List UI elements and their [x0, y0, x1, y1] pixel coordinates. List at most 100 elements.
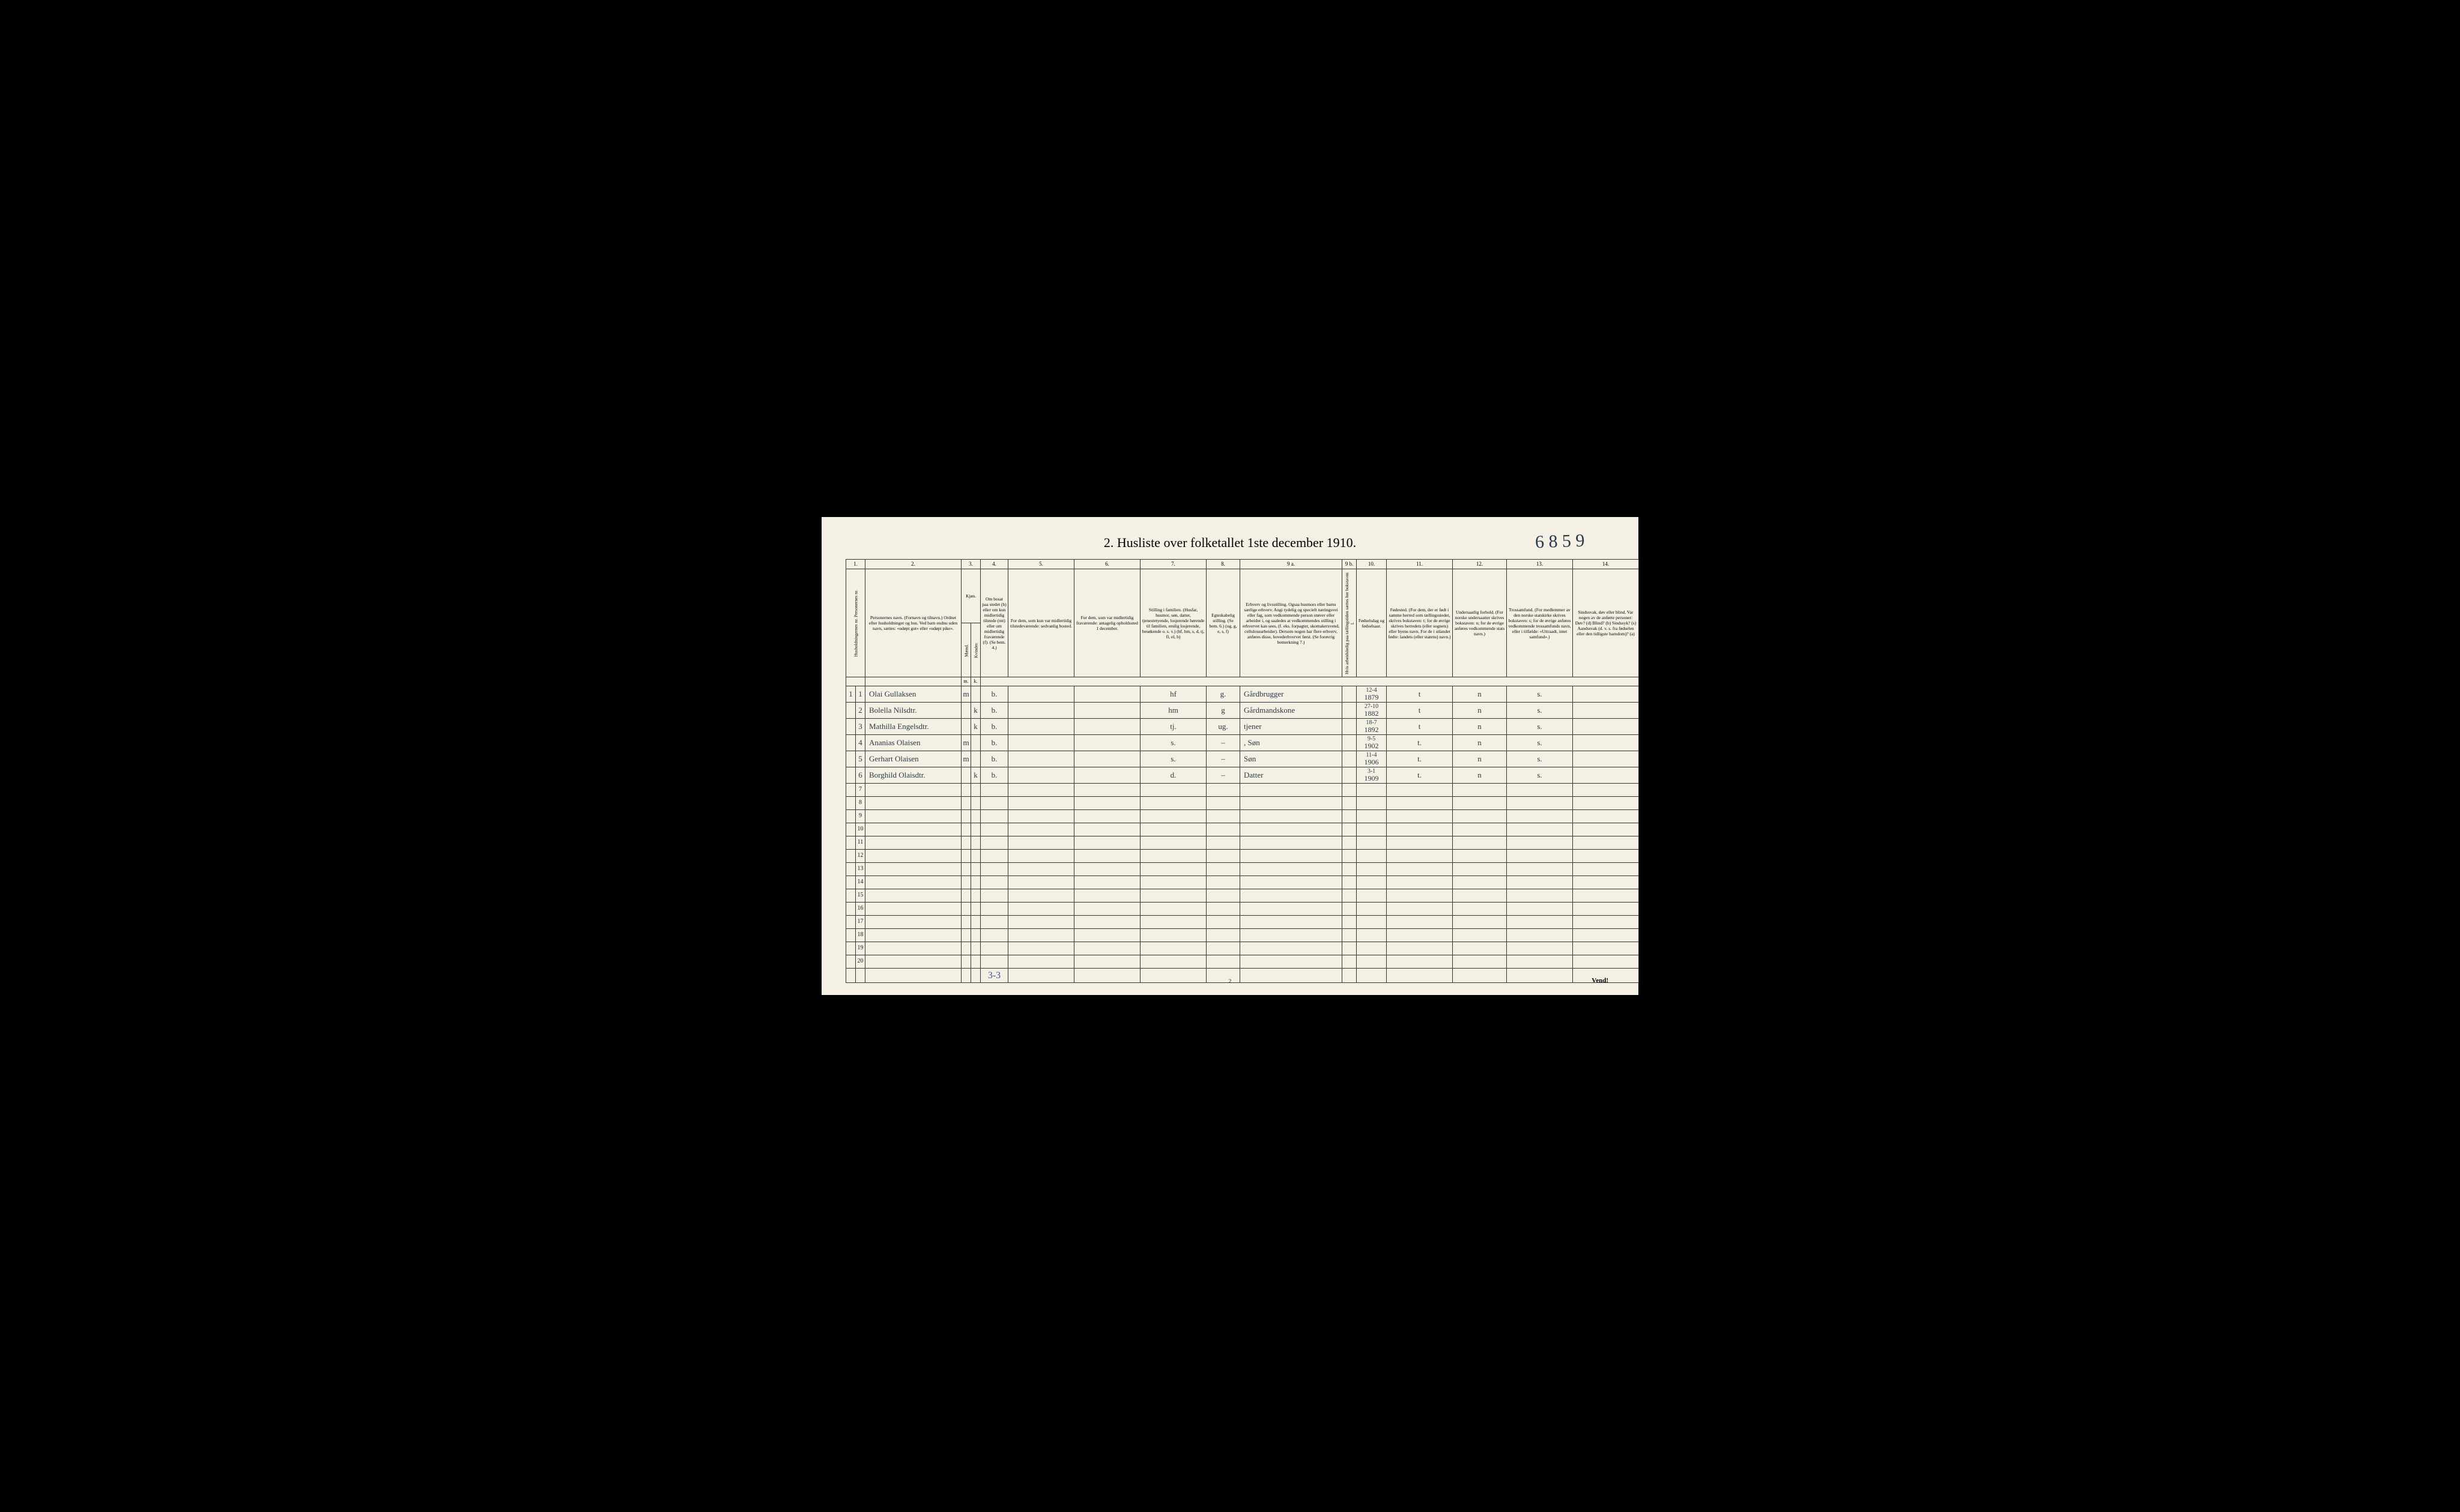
- cell-empty: [1141, 875, 1207, 889]
- footer-cell: [856, 968, 865, 982]
- colnum-4: 4.: [981, 560, 1008, 569]
- cell-empty: 8: [856, 796, 865, 809]
- cell-empty: [1573, 836, 1639, 849]
- colnum-10: 10.: [1357, 560, 1387, 569]
- table-row: 5Gerhart Olaisenmb.s.–Søn11-41906t.ns.: [846, 751, 1639, 767]
- blank: [981, 677, 1639, 686]
- cell-c9a: Datter: [1240, 767, 1342, 783]
- cell-empty: [1240, 889, 1342, 902]
- cell-p: 2: [856, 702, 865, 718]
- head-9a: Erhverv og livsstilling. Ogsaa husmors e…: [1240, 569, 1342, 677]
- cell-empty: [1074, 942, 1141, 955]
- footer-cell: [1240, 968, 1342, 982]
- cell-empty: [1342, 862, 1357, 875]
- cell-empty: [1357, 942, 1387, 955]
- printed-page-number: 2: [1229, 978, 1232, 984]
- cell-c13: s.: [1507, 718, 1573, 734]
- cell-k: [971, 751, 981, 767]
- cell-empty: [1453, 809, 1507, 823]
- cell-c5: [1008, 751, 1074, 767]
- cell-empty: [1207, 915, 1240, 928]
- cell-c14: [1573, 734, 1639, 751]
- colnum-3: 3.: [962, 560, 981, 569]
- cell-empty: [1207, 836, 1240, 849]
- cell-empty: [1141, 902, 1207, 915]
- colnum-9a: 9 a.: [1240, 560, 1342, 569]
- cell-empty: [1573, 902, 1639, 915]
- cell-empty: [865, 928, 962, 942]
- cell-empty: 19: [856, 942, 865, 955]
- cell-empty: [1453, 796, 1507, 809]
- cell-h: [846, 718, 856, 734]
- cell-empty: [962, 875, 971, 889]
- cell-empty: [1240, 862, 1342, 875]
- cell-empty: [1207, 823, 1240, 836]
- cell-empty: [1453, 955, 1507, 968]
- cell-empty: [971, 796, 981, 809]
- cell-empty: [1240, 942, 1342, 955]
- cell-c9a: Gårdbrugger: [1240, 686, 1342, 702]
- table-row-empty: 15: [846, 889, 1639, 902]
- cell-empty: [865, 862, 962, 875]
- head-13: Trossamfund. (For medlemmer av den norsk…: [1507, 569, 1573, 677]
- table-row-empty: 12: [846, 849, 1639, 862]
- cell-empty: [1573, 942, 1639, 955]
- cell-empty: [1573, 955, 1639, 968]
- colnum-9b: 9 b.: [1342, 560, 1357, 569]
- cell-empty: [962, 783, 971, 796]
- cell-empty: [1573, 889, 1639, 902]
- cell-c6: [1074, 734, 1141, 751]
- cell-empty: [1453, 836, 1507, 849]
- census-table: 1. 2. 3. 4. 5. 6. 7. 8. 9 a. 9 b. 10. 11…: [846, 559, 1639, 983]
- cell-c13: s.: [1507, 702, 1573, 718]
- column-number-row: 1. 2. 3. 4. 5. 6. 7. 8. 9 a. 9 b. 10. 11…: [846, 560, 1639, 569]
- cell-empty: [1342, 902, 1357, 915]
- colnum-11: 11.: [1387, 560, 1453, 569]
- cell-c5: [1008, 718, 1074, 734]
- cell-empty: [1240, 915, 1342, 928]
- cell-empty: [846, 942, 856, 955]
- head-m: m.: [962, 677, 971, 686]
- cell-empty: [1357, 902, 1387, 915]
- cell-empty: [1141, 955, 1207, 968]
- cell-empty: [1357, 889, 1387, 902]
- colnum-14: 14.: [1573, 560, 1639, 569]
- colnum-8: 8.: [1207, 560, 1240, 569]
- footer-cell: [1507, 968, 1573, 982]
- cell-empty: [1008, 783, 1074, 796]
- table-row-empty: 16: [846, 902, 1639, 915]
- cell-empty: [981, 823, 1008, 836]
- cell-empty: [1207, 889, 1240, 902]
- cell-empty: [971, 928, 981, 942]
- cell-empty: [865, 942, 962, 955]
- head-2: Personernes navn. (Fornavn og tilnavn.) …: [865, 569, 962, 677]
- cell-empty: 14: [856, 875, 865, 889]
- census-form-page: 6 8 5 9 2. Husliste over folketallet 1st…: [822, 517, 1638, 995]
- cell-c10: 3-11909: [1357, 767, 1387, 783]
- cell-b: b.: [981, 702, 1008, 718]
- table-row-empty: 17: [846, 915, 1639, 928]
- cell-empty: 16: [856, 902, 865, 915]
- cell-empty: [865, 875, 962, 889]
- cell-empty: [1507, 849, 1573, 862]
- cell-empty: [1074, 823, 1141, 836]
- cell-empty: [1573, 796, 1639, 809]
- cell-empty: [1342, 942, 1357, 955]
- cell-c13: s.: [1507, 767, 1573, 783]
- cell-empty: [1387, 955, 1453, 968]
- cell-empty: [1507, 796, 1573, 809]
- cell-empty: [1008, 928, 1074, 942]
- header-row-main: Husholdningernes nr. Personernes nr. Per…: [846, 569, 1639, 623]
- table-row-empty: 9: [846, 809, 1639, 823]
- cell-empty: [981, 796, 1008, 809]
- footer-cell: [1342, 968, 1357, 982]
- cell-empty: [1387, 875, 1453, 889]
- cell-empty: [1141, 783, 1207, 796]
- cell-empty: [1453, 902, 1507, 915]
- table-row-empty: 18: [846, 928, 1639, 942]
- cell-empty: 17: [856, 915, 865, 928]
- footer-cell: [962, 968, 971, 982]
- cell-c6: [1074, 767, 1141, 783]
- cell-c10: 18-71892: [1357, 718, 1387, 734]
- cell-empty: [971, 875, 981, 889]
